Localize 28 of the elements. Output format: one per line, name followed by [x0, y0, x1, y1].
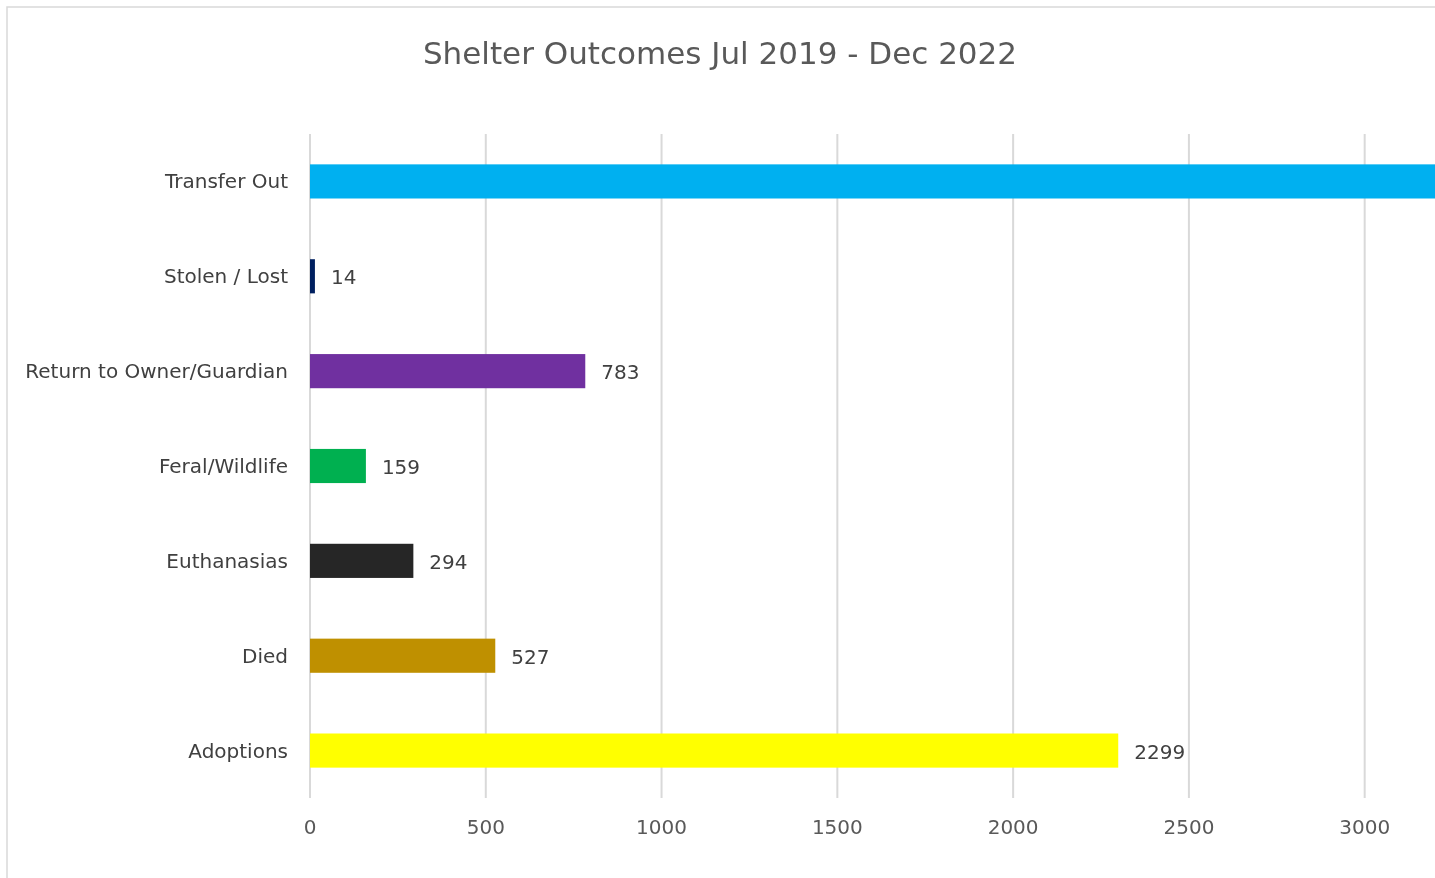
bar — [310, 164, 1435, 199]
y-tick-label: Died — [242, 643, 288, 668]
x-tick-label: 0 — [303, 815, 317, 839]
y-tick-label: Transfer Out — [163, 169, 289, 194]
bar — [310, 638, 496, 673]
x-tick-label: 2500 — [1163, 815, 1215, 839]
bar — [310, 733, 1119, 768]
x-tick-label: 500 — [466, 815, 505, 839]
data-label: 294 — [429, 549, 468, 574]
y-tick-label: Adoptions — [188, 738, 288, 763]
y-tick-label: Return to Owner/Guardian — [25, 359, 288, 384]
bar — [310, 354, 586, 389]
data-label: 14 — [330, 265, 357, 290]
y-tick-label: Stolen / Lost — [163, 264, 289, 289]
chart-title: Shelter Outcomes Jul 2019 - Dec 2022 — [422, 35, 1018, 71]
data-label: 2299 — [1134, 739, 1186, 764]
x-tick-label: 2000 — [987, 815, 1039, 839]
x-tick-label: 3000 — [1339, 815, 1391, 839]
data-label: 783 — [601, 360, 640, 385]
bar — [310, 259, 315, 294]
data-label: 527 — [511, 644, 550, 669]
y-tick-label: Euthanasias — [166, 548, 288, 573]
data-label: 159 — [381, 455, 421, 479]
bar — [310, 543, 414, 578]
bar — [310, 448, 366, 484]
x-tick-label: 1500 — [811, 815, 863, 839]
y-tick-label: Feral/Wildlife — [158, 454, 288, 478]
x-tick-label: 1000 — [636, 815, 688, 839]
